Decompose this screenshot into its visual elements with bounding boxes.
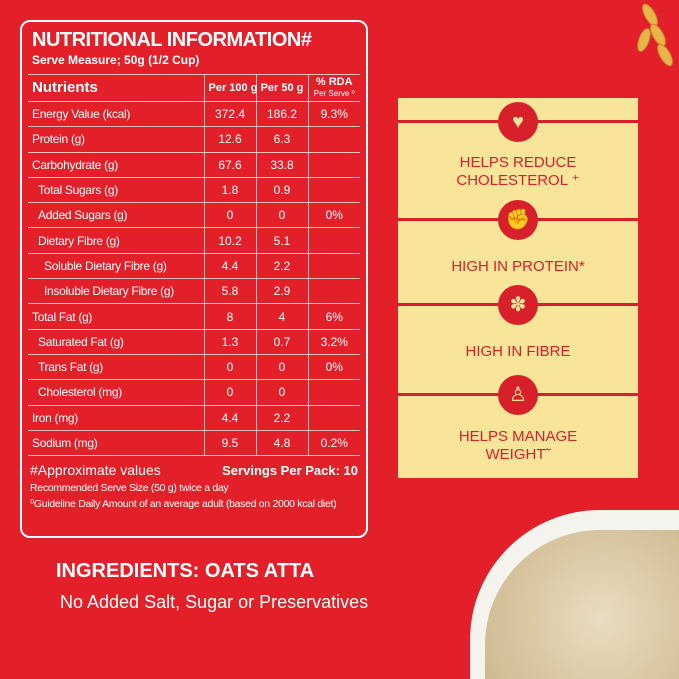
table-row: Trans Fat (g) 0 0 0% [28, 353, 360, 381]
per50-value: 186.2 [255, 100, 309, 128]
nutrient-name: Dietary Fibre (g) [28, 227, 205, 254]
per50-value: 0 [255, 379, 309, 406]
per50-value: 2.2 [255, 252, 309, 280]
per100-value: 0 [203, 353, 257, 381]
per100-value: 0 [203, 202, 257, 229]
muscle-arm-icon: ✊ [498, 200, 538, 240]
rda-value: 6% [307, 303, 360, 330]
header-per100: Per 100 g [203, 74, 257, 102]
weighing-scale-icon: ♙ [498, 375, 538, 415]
nutrient-name: Soluble Dietary Fibre (g) [28, 252, 205, 280]
per100-value: 5.8 [203, 278, 257, 305]
rda-label: % RDA [315, 76, 353, 88]
per50-value: 0 [255, 202, 309, 229]
per50-value: 4 [255, 303, 309, 330]
rda-value [307, 176, 360, 204]
per100-value: 372.4 [203, 100, 257, 128]
footer-row: #Approximate values Servings Per Pack: 1… [28, 462, 360, 478]
benefit-protein: HIGH IN PROTEIN* [451, 258, 585, 275]
nutrient-name: Protein (g) [28, 126, 205, 153]
per100-value: 9.5 [203, 429, 257, 457]
rda-value: 0% [307, 202, 360, 229]
wheat-icon: ✽ [498, 285, 538, 325]
rda-value: 3.2% [307, 328, 360, 355]
per50-value: 2.9 [255, 278, 309, 305]
nutrient-name: Total Sugars (g) [28, 176, 205, 204]
nutrition-panel: NUTRITIONAL INFORMATION# Serve Measure; … [20, 20, 368, 538]
benefit-weight: HELPS MANAGE WEIGHT˜ [458, 428, 578, 463]
header-rda: % RDA Per Serve ⁰ [307, 74, 360, 102]
per100-value: 4.4 [203, 404, 257, 431]
header-per50: Per 50 g [255, 74, 309, 102]
table-row: Carbohydrate (g) 67.6 33.8 [28, 151, 360, 178]
table-row: Soluble Dietary Fibre (g) 4.4 2.2 [28, 252, 360, 280]
per100-value: 12.6 [203, 126, 257, 153]
rda-value: 9.3% [307, 100, 360, 128]
per100-value: 8 [203, 303, 257, 330]
servings-per-pack: Servings Per Pack: 10 [222, 463, 358, 479]
benefit-fibre: HIGH IN FIBRE [465, 343, 571, 360]
per50-value: 0 [255, 353, 309, 381]
rda-value [307, 227, 360, 254]
rda-value [307, 404, 360, 431]
heart-hand-icon: ♥ [498, 102, 538, 142]
table-row: Sodium (mg) 9.5 4.8 0.2% [28, 429, 360, 457]
table-row: Iron (mg) 4.4 2.2 [28, 404, 360, 431]
per50-value: 6.3 [255, 126, 309, 153]
guideline-note: ⁰Guideline Daily Amount of an average ad… [30, 498, 337, 511]
benefit-cholesterol: HELPS REDUCE CHOLESTEROL ⁺ [456, 154, 580, 189]
per100-value: 1.3 [203, 328, 257, 355]
per100-value: 0 [203, 379, 257, 406]
rda-value [307, 379, 360, 406]
per100-value: 1.8 [203, 176, 257, 204]
wheat-image [637, 3, 673, 67]
nutrition-title: NUTRITIONAL INFORMATION# [32, 29, 312, 51]
table-row: Saturated Fat (g) 1.3 0.7 3.2% [28, 328, 360, 355]
per50-value: 4.8 [255, 429, 309, 457]
table-row: Total Sugars (g) 1.8 0.9 [28, 176, 360, 204]
nutrient-name: Insoluble Dietary Fibre (g) [28, 278, 205, 305]
nutrient-name: Total Fat (g) [28, 303, 205, 330]
nutrient-name: Saturated Fat (g) [28, 328, 205, 355]
per100-value: 67.6 [203, 151, 257, 178]
nutrient-name: Cholesterol (mg) [28, 379, 205, 406]
ingredients-title: INGREDIENTS: OATS ATTA [56, 560, 315, 582]
table-row: Dietary Fibre (g) 10.2 5.1 [28, 227, 360, 254]
rda-value [307, 151, 360, 178]
table-row: Total Fat (g) 8 4 6% [28, 303, 360, 330]
nutrition-table: Nutrients Per 100 g Per 50 g % RDA Per Se… [28, 74, 360, 457]
nutrient-name: Sodium (mg) [28, 429, 205, 457]
table-row: Energy Value (kcal) 372.4 186.2 9.3% [28, 100, 360, 128]
rda-sub: Per Serve ⁰ [313, 89, 355, 98]
per100-value: 4.4 [203, 252, 257, 280]
recommended-note: Recommended Serve Size (50 g) twice a da… [30, 482, 229, 495]
per50-value: 0.9 [255, 176, 309, 204]
nutrient-name: Carbohydrate (g) [28, 151, 205, 178]
table-row: Cholesterol (mg) 0 0 [28, 379, 360, 406]
rda-value [307, 252, 360, 280]
approx-note: #Approximate values [30, 462, 161, 479]
rda-value [307, 278, 360, 305]
rda-value [307, 126, 360, 153]
rda-value: 0% [307, 353, 360, 381]
nutrient-name: Trans Fat (g) [28, 353, 205, 381]
table-row: Insoluble Dietary Fibre (g) 5.8 2.9 [28, 278, 360, 305]
ingredients-subtitle: No Added Salt, Sugar or Preservatives [60, 592, 369, 612]
per50-value: 0.7 [255, 328, 309, 355]
table-row: Added Sugars (g) 0 0 0% [28, 202, 360, 229]
benefits-panel: ♥ HELPS REDUCE CHOLESTEROL ⁺ ✊ HIGH IN P… [398, 98, 638, 478]
table-row: Protein (g) 12.6 6.3 [28, 126, 360, 153]
nutrient-name: Iron (mg) [28, 404, 205, 431]
per50-value: 5.1 [255, 227, 309, 254]
per50-value: 33.8 [255, 151, 309, 178]
nutrient-name: Added Sugars (g) [28, 202, 205, 229]
per50-value: 2.2 [255, 404, 309, 431]
per100-value: 10.2 [203, 227, 257, 254]
rda-value: 0.2% [307, 429, 360, 457]
header-nutrients: Nutrients [28, 74, 205, 102]
nutrient-name: Energy Value (kcal) [28, 100, 205, 128]
serve-measure: Serve Measure; 50g (1/2 Cup) [32, 53, 200, 67]
